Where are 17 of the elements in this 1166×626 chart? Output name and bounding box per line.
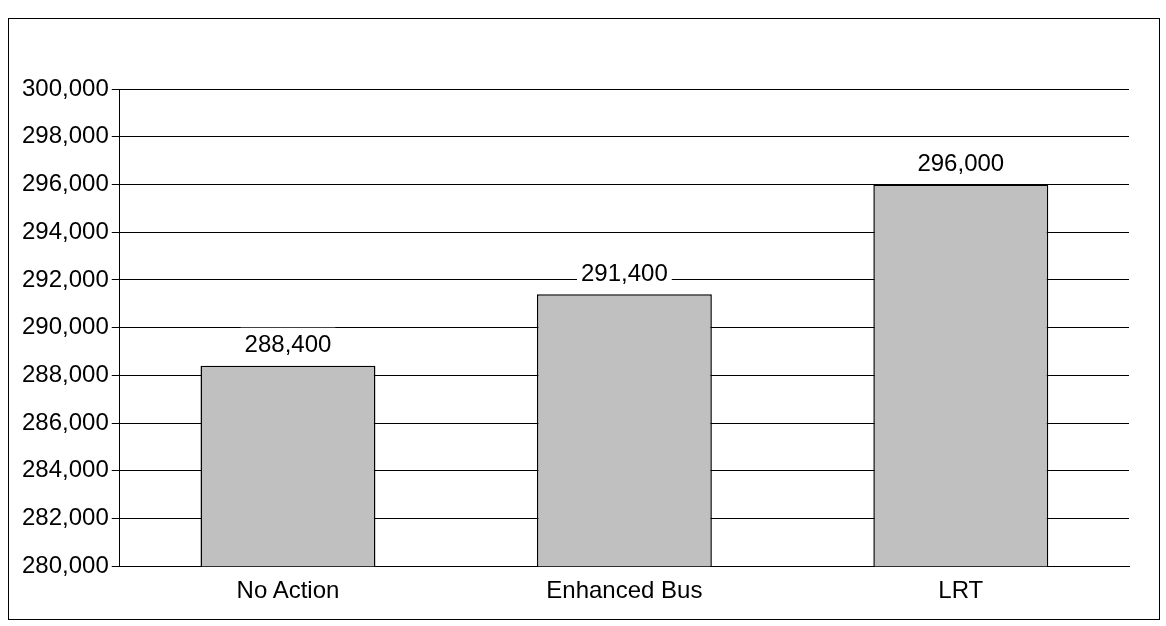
y-tick-label: 280,000 [21, 550, 109, 578]
y-tick-label: 292,000 [21, 264, 109, 292]
x-tick-label: No Action [236, 576, 340, 604]
data-label: 291,400 [580, 258, 668, 286]
data-label: 296,000 [917, 149, 1005, 177]
y-tick-label: 286,000 [21, 407, 109, 435]
y-tick-label: 300,000 [21, 73, 109, 101]
y-tick-label: 294,000 [21, 216, 109, 244]
y-tick-label: 284,000 [21, 455, 109, 483]
y-tick-label: 282,000 [21, 503, 109, 531]
y-tick-label: 290,000 [21, 312, 109, 340]
y-tick-label: 296,000 [21, 169, 109, 197]
x-tick-label: LRT [938, 576, 984, 604]
x-tick-label: Enhanced Bus [546, 576, 703, 604]
y-tick-label: 298,000 [21, 121, 109, 149]
y-tick-label: 288,000 [21, 359, 109, 387]
data-label: 288,400 [244, 330, 332, 358]
